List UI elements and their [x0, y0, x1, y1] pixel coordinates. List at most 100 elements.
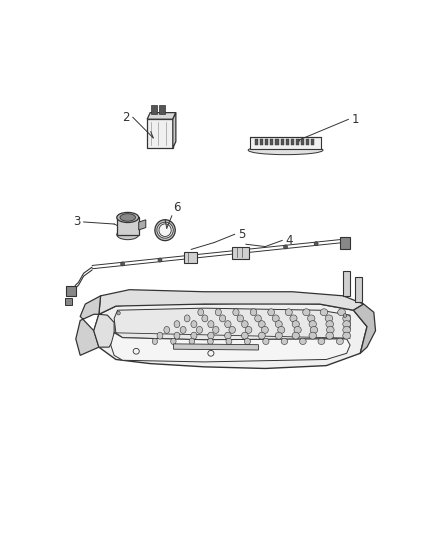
Polygon shape	[147, 119, 173, 148]
Ellipse shape	[171, 338, 176, 344]
Ellipse shape	[225, 332, 231, 339]
Ellipse shape	[213, 326, 219, 334]
Ellipse shape	[180, 326, 186, 334]
Ellipse shape	[117, 230, 139, 240]
Ellipse shape	[281, 338, 288, 344]
Ellipse shape	[208, 338, 213, 344]
Ellipse shape	[248, 146, 323, 155]
Ellipse shape	[343, 315, 350, 322]
Ellipse shape	[233, 309, 239, 316]
Ellipse shape	[164, 326, 170, 334]
Ellipse shape	[285, 309, 292, 316]
Polygon shape	[99, 290, 364, 314]
Ellipse shape	[307, 315, 315, 322]
Ellipse shape	[272, 315, 279, 322]
Polygon shape	[117, 217, 139, 235]
Ellipse shape	[159, 224, 171, 237]
Ellipse shape	[236, 250, 240, 254]
Ellipse shape	[219, 315, 226, 322]
Polygon shape	[111, 333, 350, 362]
FancyBboxPatch shape	[159, 104, 165, 114]
Ellipse shape	[276, 321, 282, 328]
Ellipse shape	[294, 326, 301, 334]
Polygon shape	[114, 308, 350, 340]
Ellipse shape	[310, 326, 318, 334]
Ellipse shape	[174, 321, 180, 328]
Polygon shape	[139, 220, 146, 230]
Polygon shape	[250, 137, 321, 149]
FancyBboxPatch shape	[276, 139, 279, 145]
Ellipse shape	[120, 262, 125, 266]
FancyBboxPatch shape	[232, 247, 249, 259]
Ellipse shape	[290, 315, 297, 322]
Ellipse shape	[117, 212, 139, 222]
Ellipse shape	[320, 309, 328, 316]
FancyBboxPatch shape	[306, 139, 309, 145]
Polygon shape	[173, 112, 176, 148]
Text: 6: 6	[173, 201, 181, 214]
Ellipse shape	[157, 222, 173, 238]
Ellipse shape	[292, 332, 300, 339]
Ellipse shape	[283, 245, 288, 249]
Ellipse shape	[343, 326, 350, 334]
Ellipse shape	[336, 338, 343, 344]
Ellipse shape	[309, 332, 316, 339]
Polygon shape	[94, 303, 367, 368]
Ellipse shape	[300, 338, 306, 344]
Ellipse shape	[229, 326, 236, 334]
Ellipse shape	[244, 338, 251, 344]
FancyBboxPatch shape	[265, 139, 268, 145]
Ellipse shape	[241, 332, 248, 339]
FancyBboxPatch shape	[301, 139, 304, 145]
Ellipse shape	[309, 321, 316, 328]
Ellipse shape	[202, 315, 208, 322]
Ellipse shape	[117, 311, 120, 315]
Ellipse shape	[338, 309, 346, 316]
Ellipse shape	[343, 321, 350, 328]
Ellipse shape	[326, 326, 334, 334]
FancyBboxPatch shape	[184, 252, 197, 263]
Ellipse shape	[326, 332, 333, 339]
FancyBboxPatch shape	[66, 286, 76, 296]
Ellipse shape	[268, 309, 275, 316]
Ellipse shape	[184, 315, 190, 322]
Ellipse shape	[155, 220, 175, 240]
Ellipse shape	[237, 315, 244, 322]
Polygon shape	[94, 314, 114, 347]
Ellipse shape	[343, 332, 350, 339]
Ellipse shape	[258, 321, 265, 328]
Ellipse shape	[120, 214, 135, 221]
Text: 3: 3	[73, 215, 80, 229]
FancyBboxPatch shape	[286, 139, 289, 145]
Ellipse shape	[198, 309, 204, 316]
Text: 1: 1	[352, 113, 359, 126]
Ellipse shape	[189, 338, 194, 344]
Ellipse shape	[215, 309, 221, 316]
Ellipse shape	[326, 321, 333, 328]
Ellipse shape	[208, 332, 214, 339]
Ellipse shape	[157, 332, 163, 339]
Ellipse shape	[174, 332, 180, 339]
Ellipse shape	[245, 326, 252, 334]
Ellipse shape	[196, 326, 202, 334]
Text: 2: 2	[122, 111, 130, 124]
Ellipse shape	[263, 338, 269, 344]
Ellipse shape	[241, 321, 248, 328]
Ellipse shape	[255, 315, 261, 322]
Polygon shape	[353, 304, 375, 353]
Ellipse shape	[191, 332, 197, 339]
FancyBboxPatch shape	[151, 104, 157, 114]
FancyBboxPatch shape	[355, 277, 362, 302]
Ellipse shape	[185, 255, 189, 259]
FancyBboxPatch shape	[260, 139, 263, 145]
Ellipse shape	[225, 321, 231, 328]
FancyBboxPatch shape	[296, 139, 299, 145]
Ellipse shape	[258, 332, 265, 339]
Polygon shape	[76, 296, 101, 356]
FancyBboxPatch shape	[291, 139, 293, 145]
Ellipse shape	[152, 338, 158, 344]
Ellipse shape	[275, 332, 283, 339]
Ellipse shape	[158, 258, 162, 262]
Polygon shape	[173, 344, 258, 350]
FancyBboxPatch shape	[255, 139, 258, 145]
